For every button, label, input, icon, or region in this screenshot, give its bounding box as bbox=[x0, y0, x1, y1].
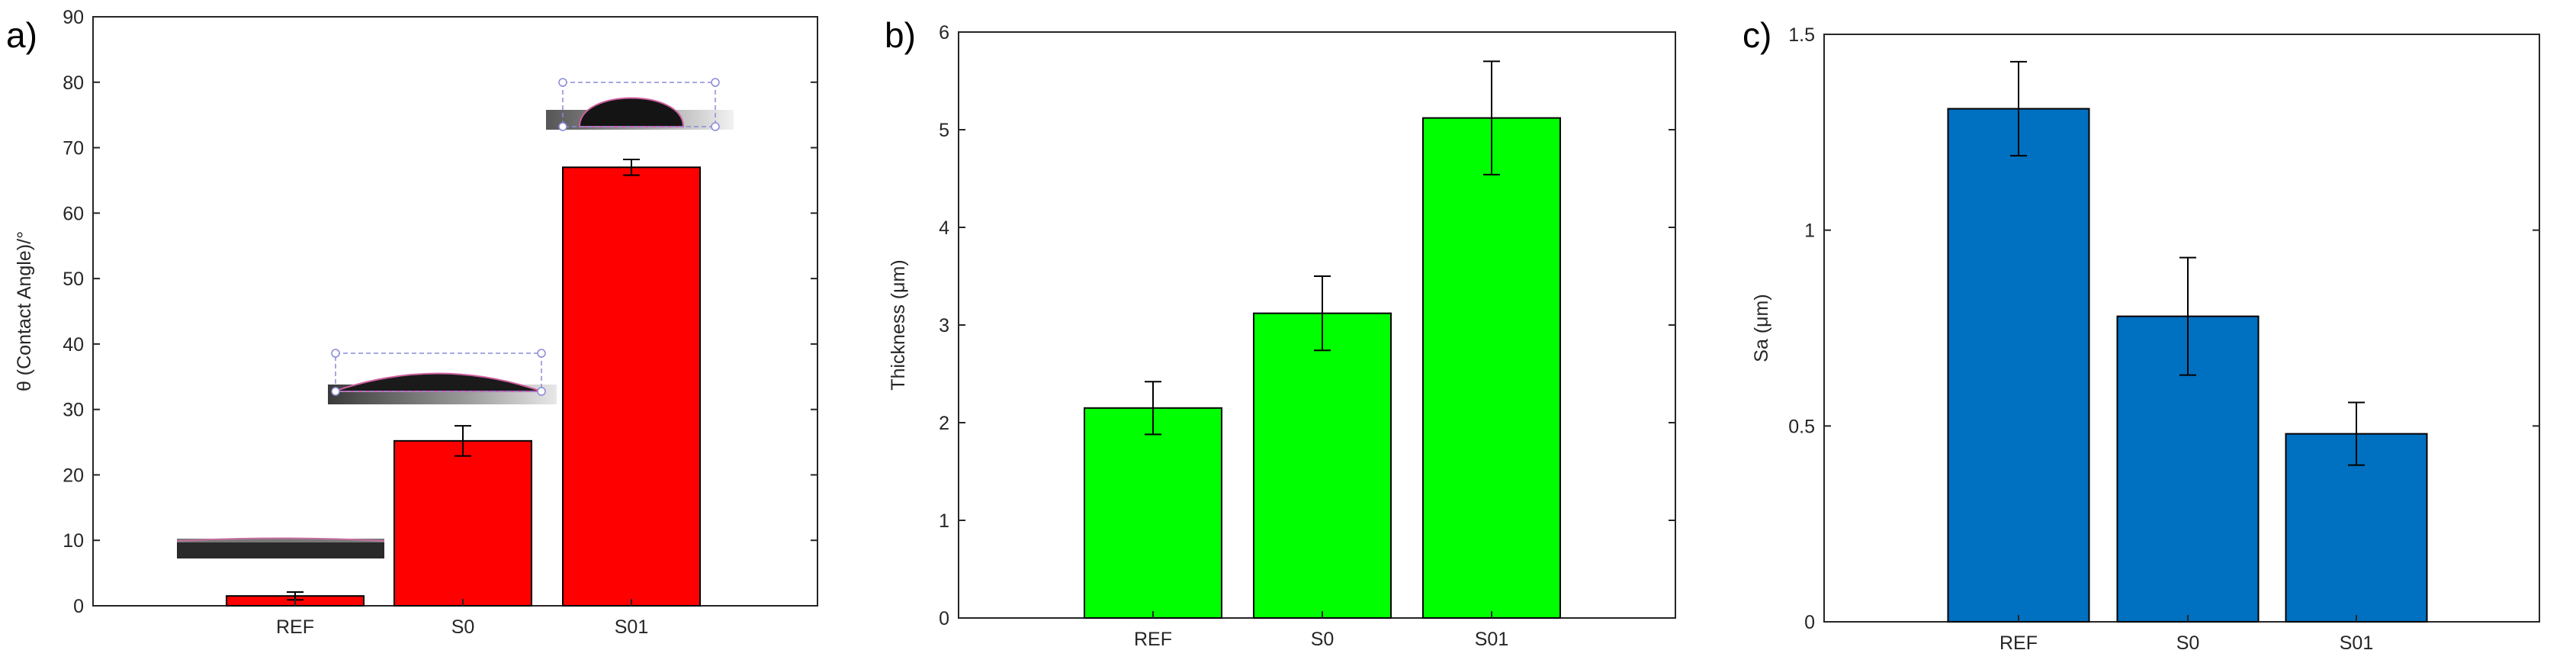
y-tick-label: 80 bbox=[63, 72, 84, 94]
y-tick-label: 20 bbox=[63, 465, 84, 486]
y-tick-label: 2 bbox=[939, 413, 949, 434]
droplet-image-s0 bbox=[328, 349, 557, 404]
y-axis-label: θ (Contact Angle)/° bbox=[14, 231, 35, 391]
y-tick-label: 6 bbox=[939, 22, 949, 43]
y-tick-label: 10 bbox=[63, 530, 84, 552]
panel-label: a) bbox=[6, 15, 37, 55]
y-axis-label: Thickness (μm) bbox=[888, 259, 909, 390]
bar-s0 bbox=[1253, 312, 1392, 619]
x-tick-label: S0 bbox=[451, 616, 475, 638]
x-tick-label: REF bbox=[1134, 629, 1172, 650]
droplet-image-s01 bbox=[546, 75, 734, 131]
y-tick-label: 5 bbox=[939, 120, 949, 141]
y-tick-label: 3 bbox=[939, 315, 949, 336]
y-tick-label: 40 bbox=[63, 334, 84, 356]
x-tick-label: REF bbox=[276, 616, 314, 638]
y-tick-label: 4 bbox=[939, 217, 949, 239]
bar-s01 bbox=[1422, 117, 1561, 619]
x-tick-label: S01 bbox=[1475, 629, 1508, 650]
y-tick-label: 0 bbox=[73, 596, 84, 617]
y-tick-label: 50 bbox=[63, 269, 84, 290]
y-tick-label: 1 bbox=[939, 510, 949, 532]
x-tick-label: S0 bbox=[2176, 632, 2200, 654]
bar-s0 bbox=[393, 439, 532, 607]
y-tick-label: 1.5 bbox=[1788, 24, 1815, 46]
y-axis-label: Sa (μm) bbox=[1751, 294, 1772, 362]
bar-s01 bbox=[562, 166, 701, 607]
y-tick-label: 30 bbox=[63, 400, 84, 421]
x-tick-label: S01 bbox=[615, 616, 648, 638]
y-tick-label: 0.5 bbox=[1788, 416, 1815, 437]
chart-panel-1: a) 0 10 20 30 40 50 60 70 80 90 θ (Contact Angle)/°… bbox=[6, 7, 818, 638]
bar-ref bbox=[1084, 407, 1222, 619]
chart-panel-2: b) 0 1 2 3 4 5 6 Thickness (μm) REF S0 S01 bbox=[885, 15, 1676, 650]
droplet-image-ref bbox=[176, 537, 385, 558]
x-tick-label: REF bbox=[1999, 632, 2038, 654]
x-tick-label: S01 bbox=[2340, 632, 2373, 654]
panel-label: b) bbox=[885, 15, 916, 55]
chart-panel-3: c) 0 0.5 1 1.5 Sa (μm) REF S0 S01 bbox=[1742, 15, 2540, 654]
y-tick-label: 60 bbox=[63, 203, 84, 224]
y-tick-label: 0 bbox=[1804, 612, 1815, 633]
x-tick-label: S0 bbox=[1311, 629, 1335, 650]
y-tick-label: 70 bbox=[63, 138, 84, 159]
bar-ref bbox=[1947, 108, 2090, 623]
droplet-insets bbox=[176, 75, 734, 558]
y-tick-label: 1 bbox=[1804, 220, 1815, 242]
panel-label: c) bbox=[1742, 15, 1771, 55]
y-tick-label: 90 bbox=[63, 7, 84, 28]
y-tick-label: 0 bbox=[939, 608, 949, 629]
